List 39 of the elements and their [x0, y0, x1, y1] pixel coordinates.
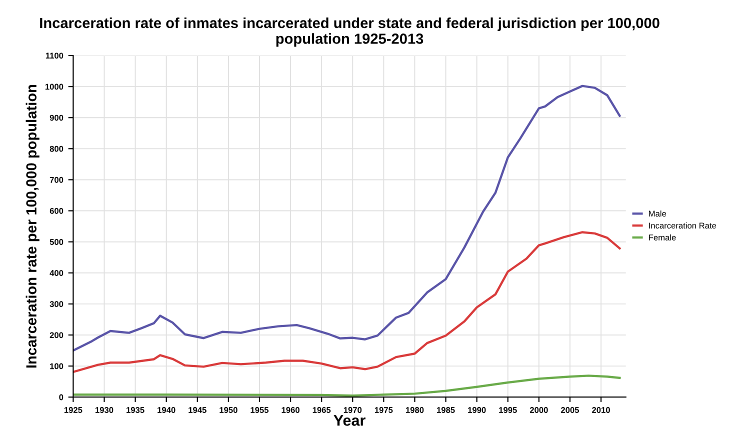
x-tick-label: 1955: [250, 407, 269, 413]
legend-label: Incarceration Rate: [649, 222, 716, 229]
y-tick-label: 100: [50, 363, 64, 370]
y-tick-label: 900: [50, 114, 64, 121]
y-tick-label: 600: [50, 208, 64, 214]
line-series: [73, 374, 621, 397]
y-tick-label: 500: [50, 239, 64, 245]
legend-label: Female: [649, 234, 676, 240]
x-tick-label: 1980: [406, 407, 424, 413]
x-tick-label: 1990: [468, 407, 486, 413]
line-series: [73, 231, 621, 374]
x-tick-label: 1965: [312, 407, 331, 413]
x-tick-label: 1970: [344, 407, 362, 413]
legend-label: Male: [649, 210, 666, 217]
y-tick-label: 400: [50, 270, 64, 276]
y-tick-label: 1000: [45, 84, 64, 90]
x-axis-title: Year: [334, 415, 366, 426]
chart-title: Incarceration rate of inmates incarcerated under state and federal jurisdiction per 100,000 population 1925-2013: [40, 17, 660, 47]
x-tick-label: 1935: [126, 407, 144, 413]
x-tick-label: 1945: [188, 407, 206, 413]
x-tick-label: 1940: [158, 407, 176, 413]
x-tick-label: 2010: [592, 407, 610, 413]
y-tick-label: 200: [50, 332, 64, 338]
x-tick-label: 1995: [499, 407, 517, 413]
y-tick-label: 0: [59, 394, 64, 400]
x-tick-label: 2005: [560, 407, 580, 413]
x-tick-label: 1925: [64, 407, 82, 413]
x-tick-label: 1960: [282, 407, 300, 413]
x-tick-label: 1950: [220, 407, 238, 413]
x-tick-label: 1985: [437, 407, 455, 413]
x-tick-label: 2000: [530, 407, 548, 413]
y-axis-title: Incarceration rate per 100,000 population: [26, 84, 40, 368]
line-series: [73, 84, 621, 352]
y-tick-label: 700: [50, 176, 64, 183]
y-tick-label: 800: [50, 146, 64, 152]
y-tick-label: 300: [50, 301, 64, 308]
x-tick-label: 1975: [374, 407, 393, 413]
x-tick-label: 1930: [96, 407, 114, 413]
y-tick-label: 1100: [46, 52, 64, 59]
